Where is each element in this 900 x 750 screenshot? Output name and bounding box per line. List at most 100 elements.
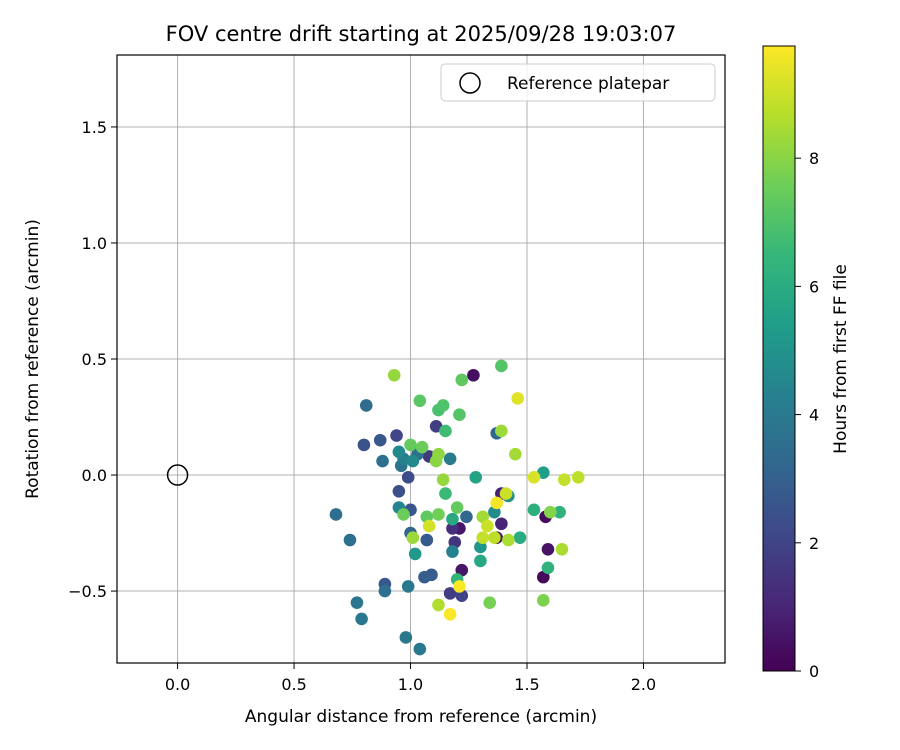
data-point <box>404 438 417 452</box>
colorbar-tick-label: 2 <box>809 534 819 553</box>
data-point <box>329 508 343 521</box>
data-point <box>495 424 508 438</box>
data-point <box>502 533 515 547</box>
data-point <box>450 501 464 514</box>
colorbar-tick-label: 0 <box>809 662 819 681</box>
data-point <box>455 373 469 387</box>
data-point <box>392 445 406 459</box>
data-point <box>406 531 420 544</box>
legend-box <box>440 63 716 102</box>
data-point <box>476 531 490 544</box>
data-point <box>541 542 555 556</box>
data-point <box>406 454 420 468</box>
data-point <box>553 505 566 519</box>
data-point <box>511 392 524 405</box>
data-point <box>415 440 429 454</box>
data-point <box>392 484 406 498</box>
data-point <box>455 563 469 577</box>
colorbar-label: Hours from first FF file <box>831 264 851 454</box>
data-point <box>483 596 497 609</box>
legend-marker-reference <box>459 72 481 94</box>
data-point <box>476 510 490 524</box>
y-tick-label: 1.0 <box>82 234 107 253</box>
data-point <box>436 399 450 412</box>
data-point <box>422 519 436 533</box>
data-point <box>401 580 415 593</box>
x-tick-label: 0.5 <box>281 675 306 694</box>
data-point <box>541 561 555 575</box>
data-point <box>436 473 450 486</box>
data-point <box>557 473 571 486</box>
data-points <box>329 359 585 656</box>
data-point <box>460 510 473 524</box>
x-tick-label: 1.5 <box>514 675 539 694</box>
data-point <box>401 471 415 484</box>
x-tick-label: 0.0 <box>165 675 190 694</box>
data-point <box>432 447 445 461</box>
y-axis-label: Rotation from reference (arcmin) <box>23 219 43 499</box>
data-point <box>513 531 527 544</box>
data-point <box>543 505 557 519</box>
chart-title: FOV centre drift starting at 2025/09/28 … <box>166 22 677 46</box>
y-axis-ticks: −0.5 0.0 0.5 1.0 1.5 <box>68 118 117 601</box>
data-point <box>495 517 508 531</box>
data-point <box>443 452 457 466</box>
data-point <box>571 471 585 484</box>
data-point <box>499 487 513 500</box>
data-point <box>467 368 480 382</box>
data-point <box>536 570 550 584</box>
data-point <box>509 447 522 461</box>
data-point <box>536 594 550 607</box>
x-tick-label: 2.0 <box>631 675 656 694</box>
data-point <box>469 471 483 484</box>
data-point <box>439 487 452 500</box>
data-point <box>527 471 541 484</box>
data-point <box>343 533 357 547</box>
colorbar-gradient <box>762 45 796 672</box>
data-point <box>474 554 487 568</box>
data-point <box>555 542 569 556</box>
y-tick-label: 0.0 <box>82 466 107 485</box>
data-point <box>413 394 427 408</box>
data-point <box>490 496 504 510</box>
data-point <box>432 508 445 521</box>
colorbar-ticks: 0 2 4 6 8 <box>795 149 819 681</box>
data-point <box>355 612 368 626</box>
data-point <box>420 533 434 547</box>
legend-label-reference: Reference platepar <box>507 74 669 94</box>
data-point <box>446 522 459 535</box>
data-point <box>446 512 459 526</box>
colorbar-tick-label: 4 <box>809 406 819 425</box>
data-point <box>413 642 427 656</box>
data-point <box>387 368 401 382</box>
data-point <box>350 596 364 609</box>
data-point <box>378 584 392 598</box>
data-point <box>536 466 550 480</box>
data-point <box>373 433 387 447</box>
data-point <box>359 399 373 412</box>
x-axis-ticks: 0.0 0.5 1.0 1.5 2.0 <box>165 663 656 694</box>
colorbar-tick-label: 8 <box>809 149 819 168</box>
colorbar-tick-label: 6 <box>809 277 819 296</box>
data-point <box>443 587 457 600</box>
data-point <box>481 519 494 533</box>
data-point <box>527 503 541 517</box>
data-point <box>495 359 508 373</box>
data-point <box>453 580 466 593</box>
y-tick-label: 1.5 <box>82 118 107 137</box>
y-tick-label: −0.5 <box>68 582 107 601</box>
data-point <box>390 429 403 442</box>
grid-lines <box>117 55 725 663</box>
reference-marker <box>166 464 189 486</box>
data-point <box>443 607 457 621</box>
data-point <box>432 598 445 612</box>
data-point <box>397 508 410 521</box>
data-point <box>418 570 431 584</box>
data-point <box>446 545 459 558</box>
y-tick-label: 0.5 <box>82 350 107 369</box>
legend: Reference platepar <box>440 63 716 102</box>
data-point <box>376 454 389 468</box>
reference-marker-group <box>166 464 189 486</box>
data-point <box>399 631 413 644</box>
